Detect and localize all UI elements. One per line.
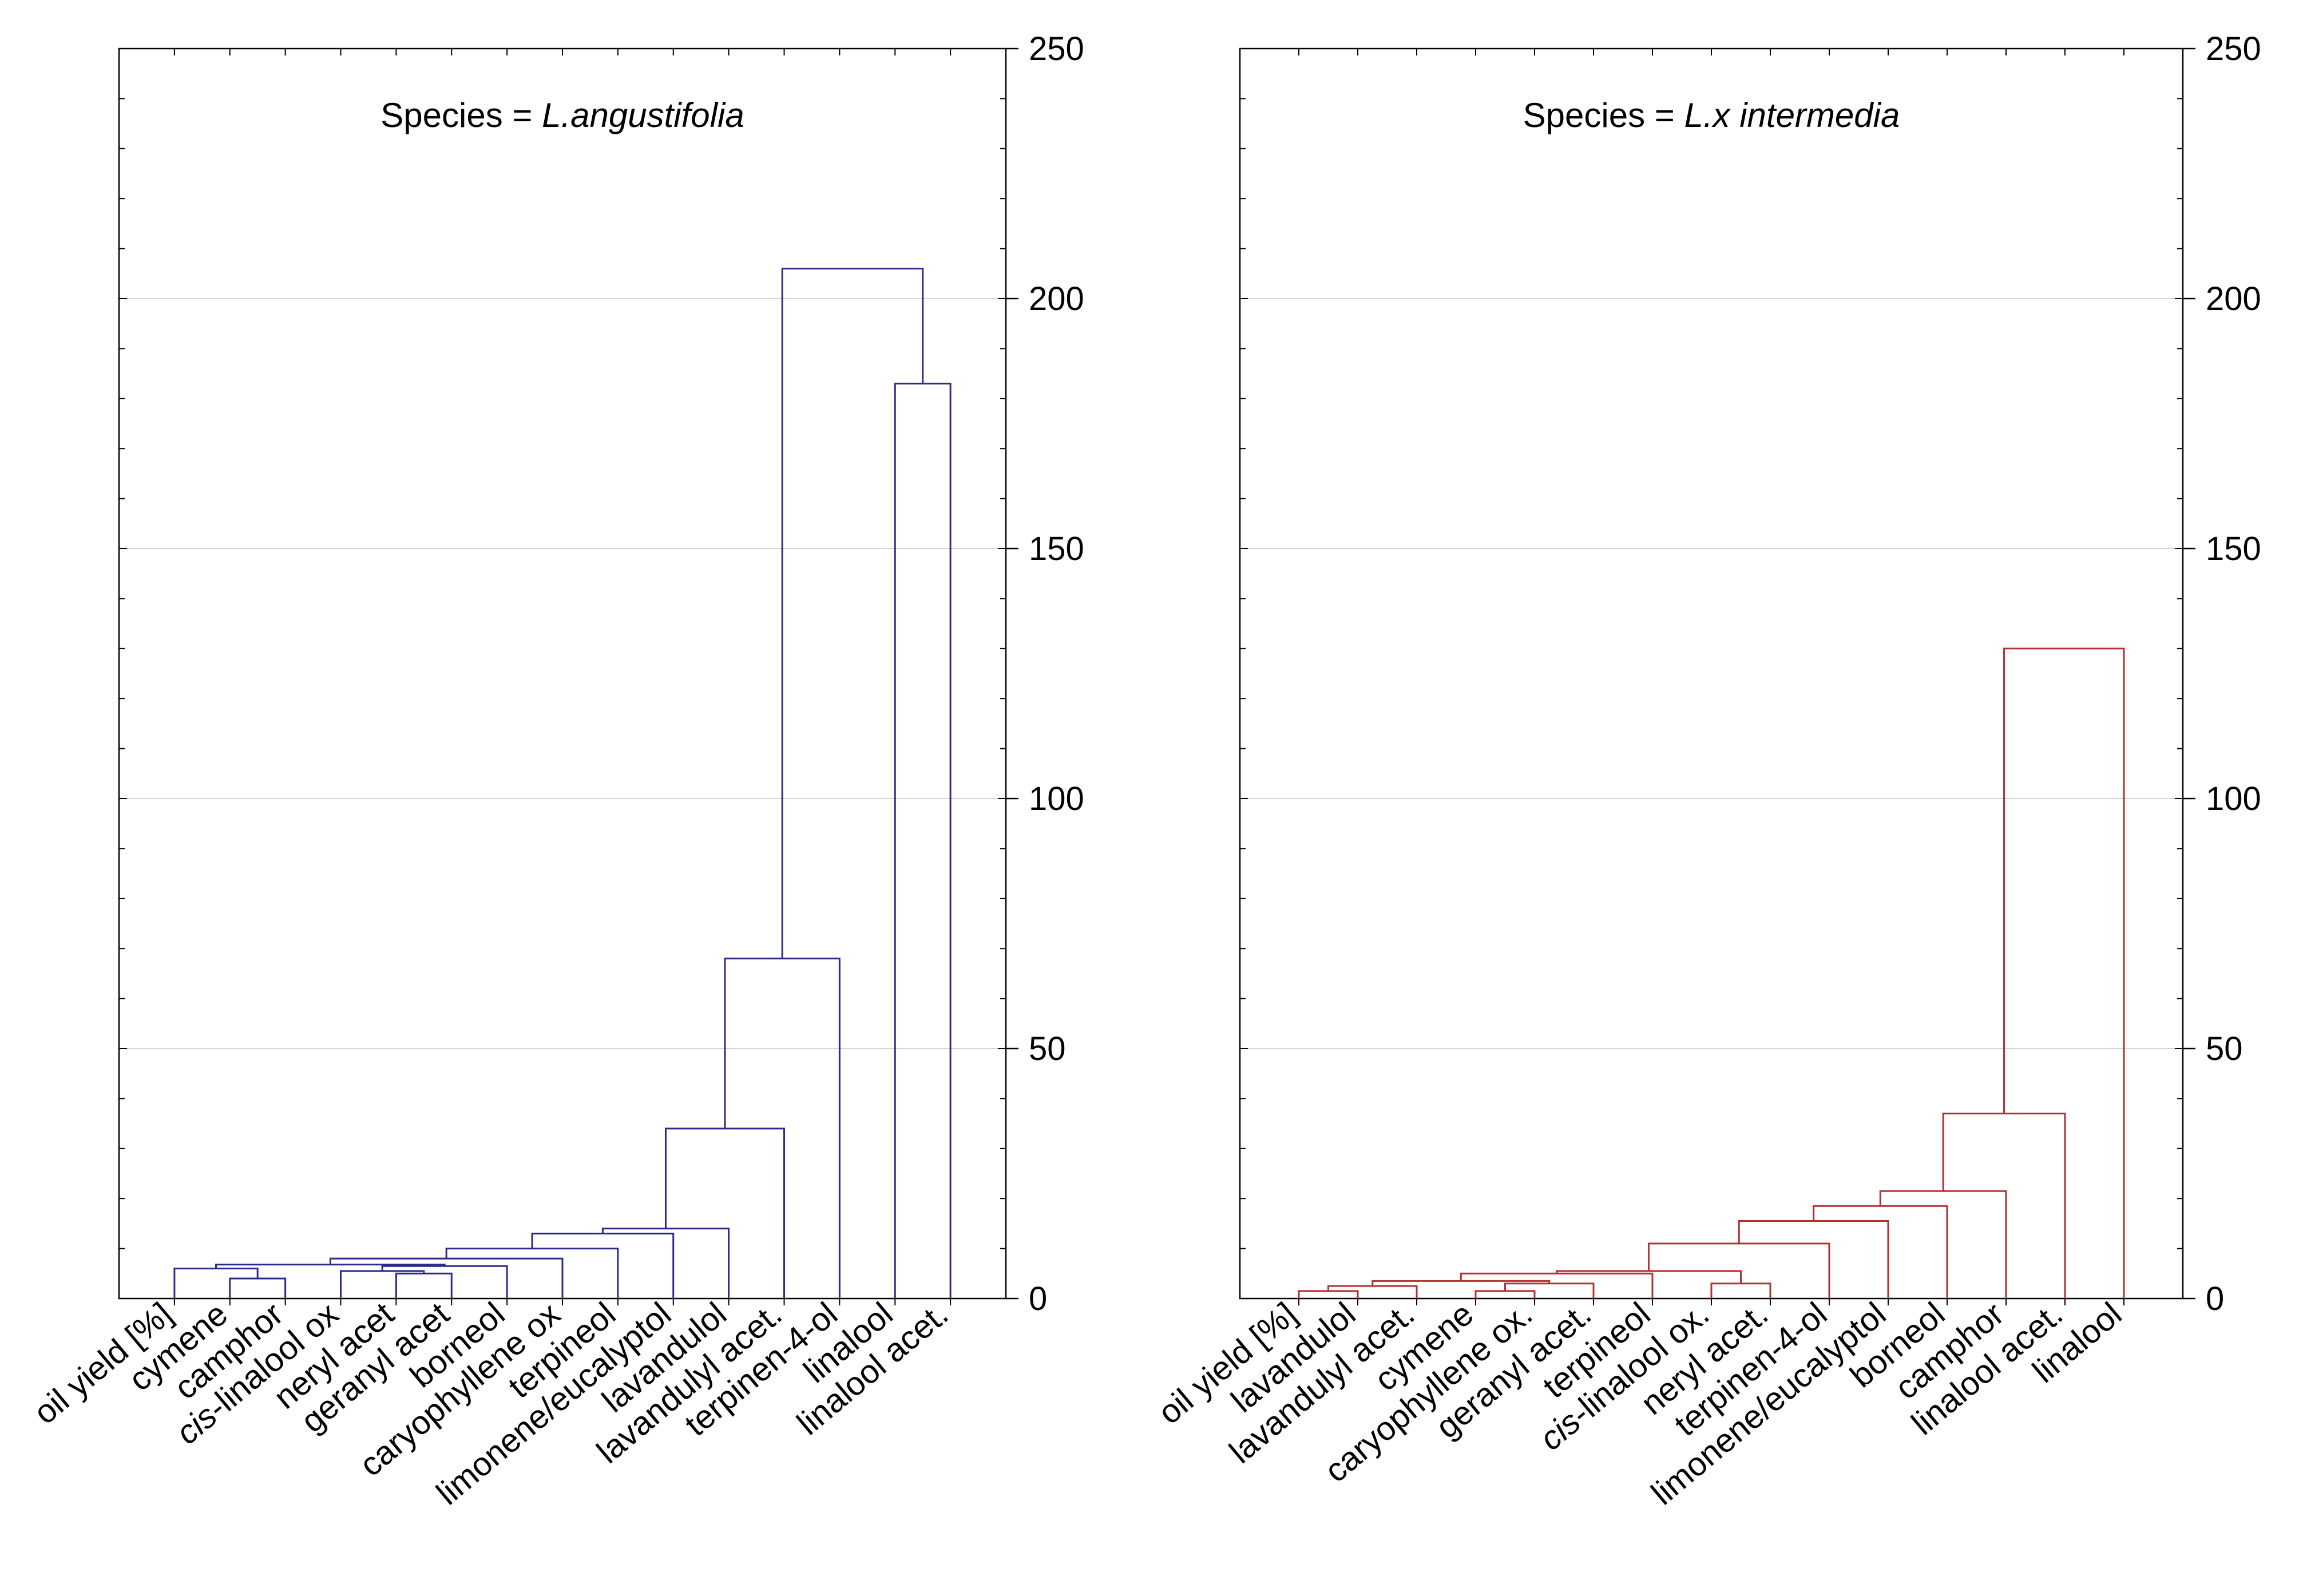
y-tick-label: 150 [1029,530,1084,567]
y-tick-label: 50 [1029,1030,1066,1067]
y-tick-label: 0 [2206,1280,2224,1317]
dendrogram-link [601,1228,730,1299]
dendrogram-link [229,1277,287,1299]
dendrogram-link [1813,1205,1948,1299]
dendrogram-link [1879,1190,2007,1299]
y-tick-label: 100 [1029,780,1084,817]
plot-frame [1239,47,2184,1300]
dendrogram-link [1710,1283,1771,1299]
dendrogram-link [1942,1113,2066,1299]
y-tick-label: 200 [2206,280,2261,317]
y-tick-label: 250 [2206,30,2261,68]
dendrogram-link [215,1264,446,1269]
dendrogram-link [1474,1290,1536,1299]
dendrogram-link [531,1232,675,1299]
chart-title-species: L.x intermedia [1684,96,1900,134]
y-tick-label: 100 [2206,780,2261,817]
y-tick-label: 250 [1029,30,1084,68]
y-tick-label: 200 [1029,280,1084,317]
dendrogram-link [395,1272,453,1299]
dendrogram-link [173,1268,259,1299]
dendrogram-link [2003,648,2125,1299]
y-tick-label: 0 [1029,1280,1047,1317]
chart-title-species: L.angustifolia [542,96,744,134]
plot-frame [118,47,1007,1300]
dendrogram-link [1738,1220,1889,1299]
dendrogram-link [1327,1285,1418,1299]
dendrogram-link [445,1248,619,1299]
dendrogram-link [1460,1272,1654,1299]
dendrogram-link [665,1127,785,1299]
chart-title: Species = L.angustifolia [380,96,744,134]
chart-title: Species = L.x intermedia [1523,96,1900,134]
chart-title-prefix: Species = [1523,96,1684,134]
dendrogram-link [1298,1290,1359,1299]
dendrogram-link [781,268,924,959]
y-tick-label: 50 [2206,1030,2243,1067]
dendrogram-link [894,383,952,1299]
dendrogram-link [340,1270,425,1299]
chart-title-prefix: Species = [380,96,542,134]
y-tick-label: 150 [2206,530,2261,567]
